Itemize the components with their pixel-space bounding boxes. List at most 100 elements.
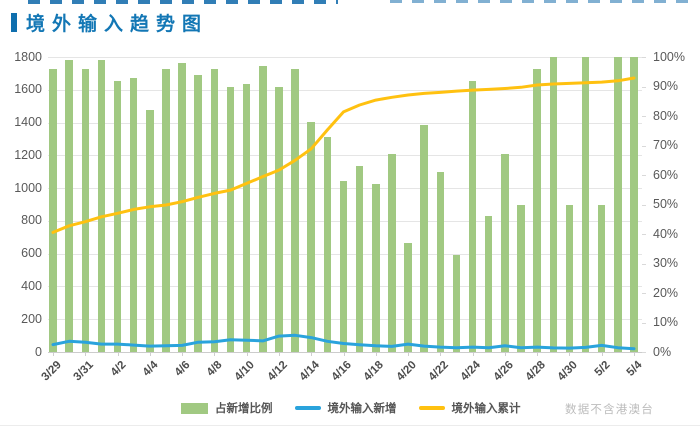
bar <box>614 57 622 352</box>
bar <box>291 68 299 352</box>
x-axis-tick <box>246 353 248 356</box>
x-axis-label: 4/8 <box>205 359 225 379</box>
x-axis-label: 5/4 <box>624 359 645 379</box>
x-axis-label: 4/10 <box>232 359 258 384</box>
new-cases-line <box>51 333 636 351</box>
y-axis-label: 1400 <box>14 115 42 130</box>
bar <box>178 62 186 352</box>
gridline <box>48 57 642 58</box>
cropped-text-artifact-left <box>28 0 338 4</box>
gridline <box>48 352 642 353</box>
line-series-layer <box>51 76 636 351</box>
x-axis-label: 4/20 <box>394 359 419 384</box>
y-axis-label: 1600 <box>14 82 42 97</box>
bar <box>355 166 364 352</box>
bar <box>388 154 396 352</box>
bar <box>630 57 638 352</box>
right-axis-tick <box>642 263 646 265</box>
right-axis-tick <box>642 234 646 235</box>
x-axis-label: 5/2 <box>592 359 613 379</box>
x-axis-label: 4/26 <box>491 359 516 384</box>
bar <box>113 80 122 352</box>
x-axis-tick <box>569 353 571 356</box>
x-axis-label: 4/2 <box>108 359 129 379</box>
bar <box>275 86 283 352</box>
x-axis-tick <box>343 353 345 356</box>
right-axis-label: 30% <box>653 256 679 270</box>
cropped-text-artifact-right <box>390 0 688 3</box>
x-axis-tick <box>408 353 410 356</box>
right-axis-tick <box>642 352 646 353</box>
chart-legend: 占新增比例 境外输入新增 境外输入累计 <box>181 400 521 416</box>
x-axis-label: 4/14 <box>297 359 322 384</box>
bar <box>372 183 380 352</box>
bar <box>597 204 606 352</box>
x-axis-tick <box>278 353 280 356</box>
x-axis-label: 4/24 <box>458 359 484 384</box>
right-axis-label: 20% <box>653 285 679 300</box>
x-axis-label: 4/4 <box>140 359 161 379</box>
bar <box>97 59 106 352</box>
x-axis-tick <box>634 353 635 356</box>
bar <box>436 172 445 352</box>
right-axis-tick <box>642 204 646 206</box>
right-axis-label: 10% <box>653 315 679 329</box>
bar <box>323 136 332 352</box>
bar <box>129 77 138 352</box>
cumulative-line <box>51 76 636 234</box>
y-axis-label: 0 <box>35 344 42 359</box>
gridline <box>48 122 642 124</box>
bar <box>162 68 170 352</box>
right-axis-tick <box>642 293 646 294</box>
bar <box>452 254 461 352</box>
bar <box>49 68 57 352</box>
bar <box>194 74 202 352</box>
x-axis-tick <box>440 353 442 356</box>
bar <box>81 68 90 352</box>
right-axis-tick <box>642 175 646 176</box>
x-axis-tick <box>214 353 216 356</box>
x-axis-tick <box>472 353 474 356</box>
y-axis-label: 400 <box>21 278 42 293</box>
bar <box>65 59 73 352</box>
bar <box>210 68 219 352</box>
legend-label-cumulative: 境外输入累计 <box>451 403 521 415</box>
x-axis-label: 3/29 <box>39 359 64 384</box>
y-axis-label: 800 <box>21 213 42 228</box>
bar <box>565 204 574 352</box>
right-axis-tick <box>642 116 646 117</box>
bar <box>146 110 154 352</box>
right-axis-label: 80% <box>653 108 679 123</box>
x-axis-tick <box>537 353 539 356</box>
x-axis-tick <box>53 353 54 356</box>
bar <box>420 124 428 352</box>
legend-item-ratio: 占新增比例 <box>181 400 273 416</box>
gridline <box>48 155 642 157</box>
right-axis-label: 90% <box>653 79 679 93</box>
x-axis-tick <box>117 353 119 356</box>
right-axis-label: 100% <box>653 49 685 64</box>
chart-title-row: 境外输入趋势图 <box>11 9 208 36</box>
x-axis-label: 4/30 <box>555 359 580 384</box>
x-axis-tick <box>182 353 184 356</box>
x-axis-tick <box>311 353 313 356</box>
x-axis-tick <box>375 353 377 356</box>
legend-line-swatch-blue <box>294 406 321 410</box>
bar <box>501 154 509 352</box>
y-axis-label: 1200 <box>14 147 42 162</box>
data-scope-note: 数据不含港澳台 <box>565 404 654 416</box>
title-accent-bar <box>11 13 17 32</box>
legend-bar-swatch <box>181 402 208 414</box>
right-axis-tick <box>642 145 646 147</box>
bar <box>242 83 251 352</box>
right-axis-tick <box>642 322 646 324</box>
bar <box>484 216 493 352</box>
right-axis-tick <box>642 57 646 58</box>
bar <box>517 204 525 352</box>
x-axis-tick <box>85 353 87 356</box>
bar <box>307 121 315 352</box>
right-axis-tick <box>642 86 646 88</box>
x-axis-label: 4/6 <box>172 359 193 379</box>
x-axis-label: 4/18 <box>361 359 387 384</box>
